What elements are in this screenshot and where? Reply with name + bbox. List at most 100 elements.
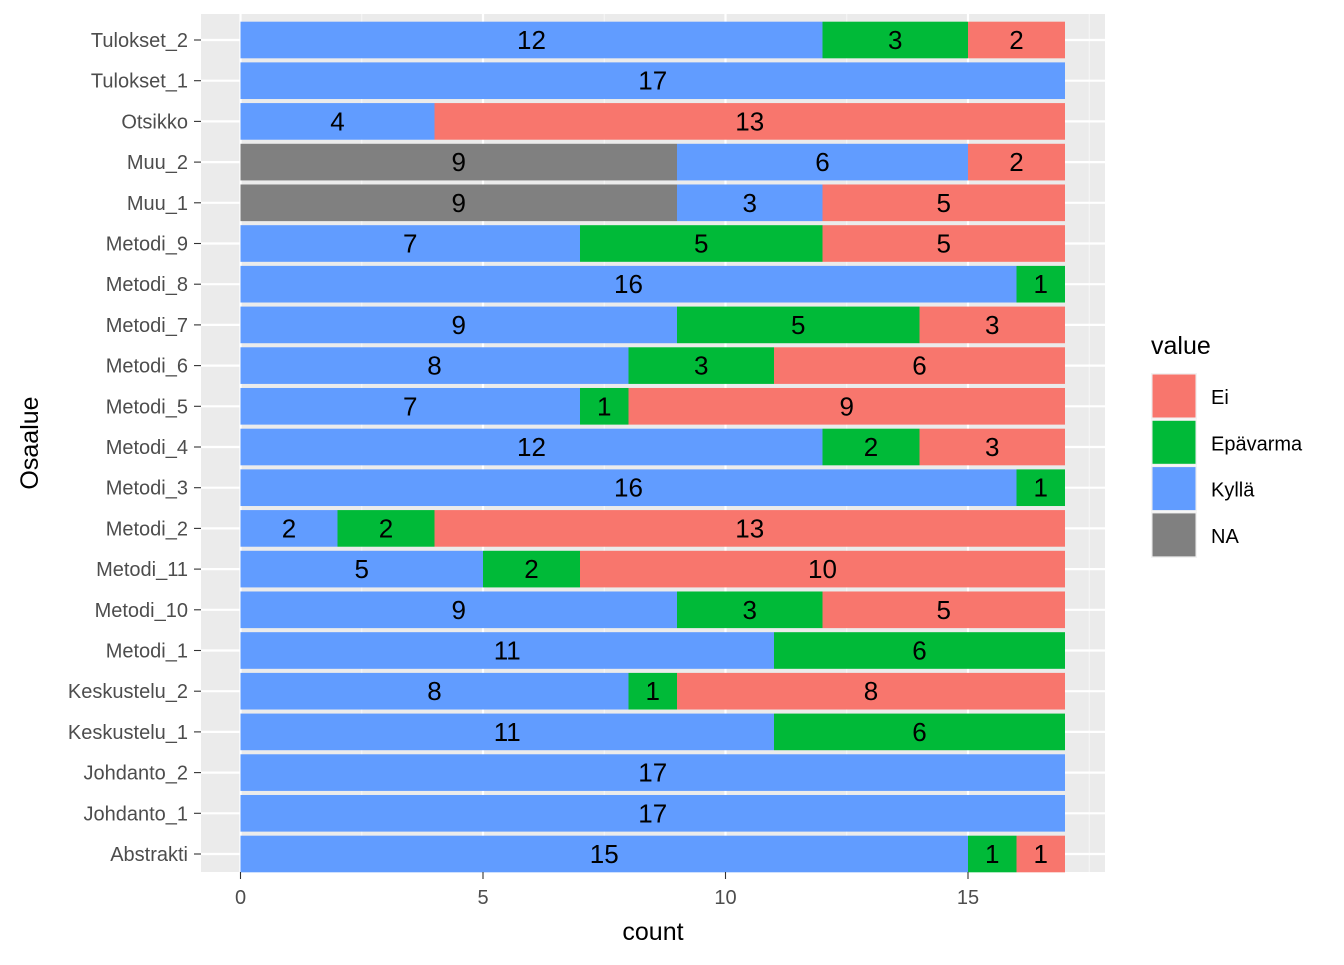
- bar-value-label: 3: [743, 595, 757, 625]
- bar-value-label: 9: [452, 147, 466, 177]
- bar-value-label: 9: [452, 188, 466, 218]
- legend-swatch: [1152, 374, 1196, 418]
- bar-value-label: 13: [735, 106, 764, 136]
- y-tick-label: Metodi_9: [106, 234, 188, 256]
- bar-value-label: 9: [452, 310, 466, 340]
- bar-value-label: 1: [985, 839, 999, 869]
- bar-value-label: 6: [912, 636, 926, 666]
- bar-segment: [240, 21, 823, 59]
- bar-segment: [677, 306, 920, 344]
- bar-segment: [580, 225, 823, 262]
- bar-segment: [240, 754, 1065, 791]
- bar-value-label: 4: [330, 106, 344, 136]
- bar-value-label: 1: [597, 391, 611, 421]
- y-tick-label: Metodi_6: [106, 356, 188, 378]
- x-tick-label: 15: [957, 887, 979, 909]
- bar-segment: [240, 469, 1017, 507]
- y-tick-label: Metodi_3: [106, 478, 188, 500]
- bar-segment: [483, 550, 580, 588]
- bar-value-label: 5: [791, 310, 805, 340]
- bar-value-label: 3: [985, 432, 999, 462]
- bar-value-label: 9: [452, 595, 466, 625]
- bar-value-label: 6: [815, 147, 829, 177]
- x-tick-label: 10: [714, 887, 736, 909]
- y-tick-label: Muu_1: [127, 193, 188, 215]
- legend-label: Kyllä: [1211, 480, 1255, 502]
- bar-value-label: 7: [403, 391, 417, 421]
- bar-segment: [1016, 835, 1065, 873]
- bar-value-label: 16: [614, 269, 643, 299]
- bar-segment: [434, 510, 1065, 547]
- y-tick-label: Otsikko: [121, 111, 188, 133]
- bar-segment: [240, 387, 580, 425]
- bar-segment: [240, 62, 1065, 100]
- bar-value-label: 11: [494, 636, 521, 666]
- bar-segment: [774, 632, 1065, 669]
- y-tick-label: Muu_2: [127, 152, 188, 174]
- y-tick-label: Keskustelu_2: [68, 681, 188, 703]
- y-tick-label: Tulokset_2: [91, 30, 188, 52]
- bar-value-label: 3: [888, 25, 902, 55]
- bar-segment: [822, 225, 1065, 262]
- bar-value-label: 5: [937, 595, 951, 625]
- y-tick-label: Abstrakti: [110, 844, 188, 866]
- bar-segment: [240, 265, 1017, 303]
- bar-value-label: 2: [864, 432, 878, 462]
- bar-value-label: 5: [355, 554, 369, 584]
- bar-value-label: 2: [1009, 147, 1023, 177]
- bar-value-label: 5: [937, 188, 951, 218]
- bar-value-label: 12: [517, 432, 546, 462]
- bar-segment: [822, 21, 968, 59]
- x-tick-label: 0: [235, 887, 246, 909]
- legend-swatch: [1152, 513, 1196, 557]
- bar-segment: [240, 794, 1065, 832]
- bar-value-label: 2: [524, 554, 538, 584]
- bar-segment: [1016, 469, 1065, 507]
- legend-swatch: [1152, 420, 1196, 464]
- y-tick-label: Metodi_4: [106, 437, 188, 459]
- bar-segment: [240, 306, 677, 344]
- bar-value-label: 1: [1034, 473, 1048, 503]
- y-tick-label: Metodi_2: [106, 518, 188, 540]
- bar-segment: [968, 21, 1065, 59]
- bar-segment: [677, 143, 968, 181]
- x-axis-title: count: [622, 918, 683, 946]
- bar-value-label: 7: [403, 229, 417, 259]
- bar-value-label: 13: [735, 513, 764, 543]
- bar-segment: [628, 387, 1065, 425]
- bar-value-label: 17: [638, 758, 667, 788]
- bar-value-label: 8: [427, 676, 441, 706]
- bar-segment: [240, 835, 968, 873]
- legend-swatch: [1152, 467, 1196, 511]
- bar-value-label: 8: [864, 676, 878, 706]
- bar-segment: [580, 387, 629, 425]
- bar-segment: [677, 672, 1065, 710]
- bar-value-label: 6: [912, 717, 926, 747]
- bar-value-label: 1: [646, 676, 660, 706]
- bar-segment: [240, 510, 338, 547]
- x-tick-label: 5: [477, 887, 488, 909]
- bar-segment: [822, 184, 1065, 222]
- bar-value-label: 3: [985, 310, 999, 340]
- bar-segment: [968, 835, 1017, 873]
- bar-value-label: 15: [590, 839, 619, 869]
- bar-segment: [580, 550, 1065, 588]
- y-tick-label: Metodi_11: [96, 559, 188, 581]
- bar-segment: [774, 347, 1065, 384]
- bar-segment: [240, 184, 677, 222]
- legend-label: Ei: [1211, 387, 1229, 409]
- bar-segment: [628, 672, 677, 710]
- bar-value-label: 11: [494, 717, 521, 747]
- bar-value-label: 5: [937, 229, 951, 259]
- bar-value-label: 9: [840, 391, 854, 421]
- bar-segment: [337, 510, 435, 547]
- bar-value-label: 8: [427, 351, 441, 381]
- y-tick-label: Tulokset_1: [91, 71, 188, 93]
- bar-value-label: 3: [694, 351, 708, 381]
- bar-segment: [968, 143, 1065, 181]
- bar-value-label: 3: [743, 188, 757, 218]
- bar-segment: [240, 225, 580, 262]
- bar-value-label: 12: [517, 25, 546, 55]
- y-tick-label: Metodi_1: [106, 641, 188, 663]
